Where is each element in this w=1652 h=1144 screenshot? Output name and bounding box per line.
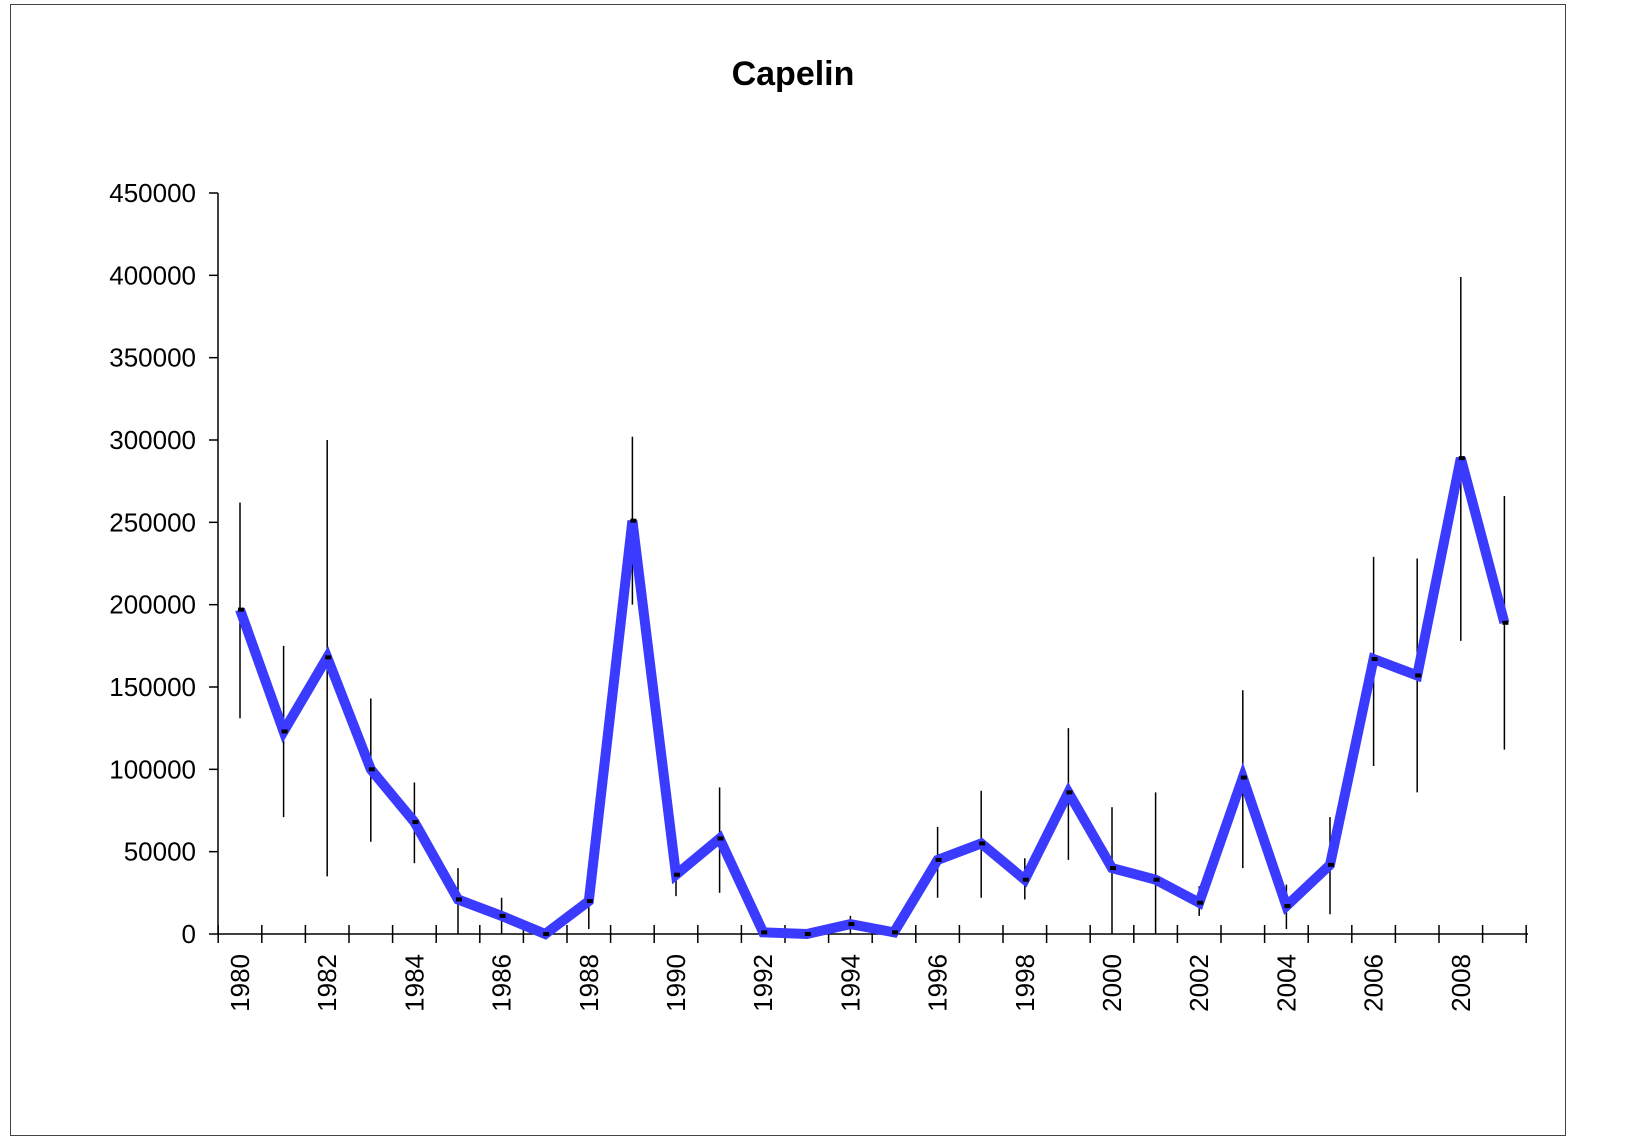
data-point — [543, 932, 550, 936]
data-point — [892, 930, 898, 935]
y-tick-label: 400000 — [109, 260, 196, 290]
x-tick-label: 2008 — [1446, 954, 1476, 1012]
y-tick-label: 150000 — [109, 672, 196, 702]
data-point — [1371, 657, 1378, 662]
data-point — [935, 857, 942, 862]
data-point — [674, 872, 680, 877]
data-point — [456, 897, 462, 902]
data-point — [281, 729, 288, 734]
data-point — [325, 655, 332, 660]
x-tick-label: 1986 — [487, 954, 517, 1012]
data-point — [1328, 862, 1334, 867]
data-point — [1458, 456, 1465, 461]
y-tick-label: 0 — [182, 919, 196, 949]
y-tick-label: 450000 — [109, 178, 196, 208]
y-tick-label: 350000 — [109, 343, 196, 373]
x-tick-label: 1982 — [312, 954, 342, 1012]
data-point — [1502, 620, 1509, 625]
series-line-group — [235, 456, 1510, 940]
data-point — [1284, 904, 1291, 909]
y-tick-label: 300000 — [109, 425, 196, 455]
data-point — [412, 820, 419, 825]
data-point — [499, 913, 506, 918]
x-tick-label: 1994 — [835, 954, 865, 1012]
data-point — [717, 836, 724, 841]
data-markers — [238, 456, 1509, 936]
y-tick-label: 250000 — [109, 507, 196, 537]
x-tick-label: 1998 — [1010, 954, 1040, 1012]
x-tick-label: 1988 — [574, 954, 604, 1012]
error-bars — [239, 276, 1506, 934]
x-tick-label: 2002 — [1184, 954, 1214, 1012]
data-point — [1110, 866, 1116, 871]
x-tick-label: 1990 — [661, 954, 691, 1012]
data-point — [1415, 673, 1422, 678]
data-point — [1153, 877, 1160, 882]
x-tick-label: 2006 — [1359, 954, 1389, 1012]
y-tick-label: 50000 — [124, 837, 196, 867]
data-point — [586, 899, 593, 904]
chart-frame: Capelin 0 50000 100000 150000 200000 250000 30… — [10, 4, 1566, 1136]
data-point — [630, 518, 637, 523]
x-tick-label: 2000 — [1097, 954, 1127, 1012]
x-tick-label: 1984 — [399, 954, 429, 1012]
data-point — [1022, 877, 1029, 882]
data-point — [1197, 900, 1204, 905]
x-tick-label: 1992 — [748, 954, 778, 1012]
y-tick-label: 200000 — [109, 590, 196, 620]
y-tick-label: 100000 — [109, 754, 196, 784]
data-point — [1240, 775, 1247, 780]
data-point — [1066, 790, 1073, 795]
data-point — [368, 767, 375, 772]
data-point — [848, 922, 855, 927]
data-point — [979, 841, 986, 846]
series-line — [235, 456, 1510, 940]
chart-title: Capelin — [732, 55, 855, 93]
x-tick-label: 2004 — [1271, 954, 1301, 1012]
x-tick-label: 1980 — [225, 954, 255, 1012]
x-tick-label: 1996 — [923, 954, 953, 1012]
data-point — [238, 607, 244, 612]
data-point — [761, 930, 768, 935]
chart-svg: Capelin 0 50000 100000 150000 200000 250000 30… — [109, 55, 1528, 1012]
y-axis: 0 50000 100000 150000 200000 250000 300000 3500… — [109, 178, 219, 949]
x-axis: 1980 1982 1984 1986 1988 1990 1992 1994 1996 1998… — [217, 925, 1528, 1012]
data-point — [804, 932, 811, 936]
